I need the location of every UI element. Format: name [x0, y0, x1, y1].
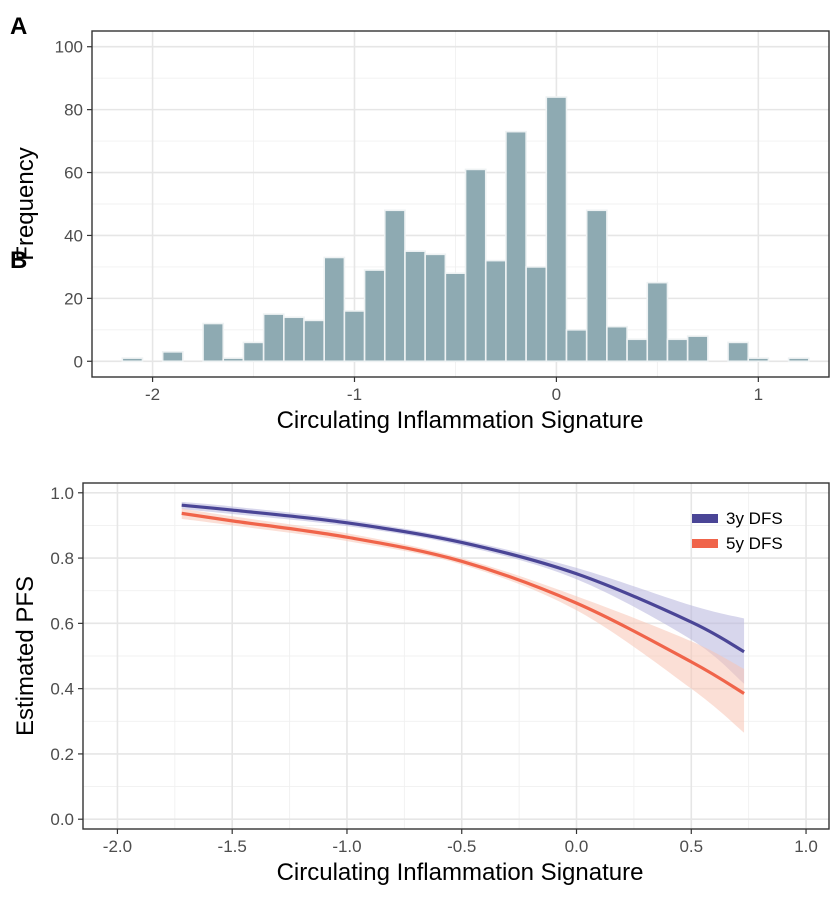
histogram-bar — [585, 209, 608, 363]
panel-a-bars — [121, 96, 810, 363]
x-tick-label: 0.5 — [679, 837, 703, 856]
confidence-band-3y — [181, 501, 745, 684]
panel-b-confidence-bands — [181, 501, 745, 733]
panel-b-x-ticks: -2.0 -1.5 -1.0 -0.5 0.0 0.5 1.0 — [103, 829, 818, 856]
x-tick-label: 0.0 — [565, 837, 589, 856]
histogram-bar — [626, 338, 649, 363]
x-tick-label: -1.0 — [332, 837, 361, 856]
histogram-bar — [363, 269, 386, 363]
y-tick-label: 0.8 — [50, 549, 74, 568]
x-tick-label: -1 — [347, 385, 362, 404]
series-line-5y-dfs — [181, 511, 745, 695]
panel-b-y-ticks: 0.0 0.2 0.4 0.6 0.8 1.0 — [50, 484, 83, 829]
x-tick-label: -2 — [145, 385, 160, 404]
histogram-bar — [262, 313, 285, 363]
legend-key-5y-dfs — [692, 539, 718, 548]
histogram-bar — [727, 341, 750, 363]
series-line-3y-dfs — [181, 503, 745, 654]
histogram-bar — [545, 96, 568, 363]
histogram-bar — [505, 130, 527, 363]
histogram-bar — [242, 341, 265, 363]
y-tick-label: 0.4 — [50, 680, 74, 699]
y-tick-label: 20 — [64, 289, 83, 308]
y-tick-label: 40 — [64, 226, 83, 245]
histogram-bar — [525, 266, 548, 363]
panel-a-x-ticks: -2 -1 0 1 — [145, 377, 763, 404]
x-tick-label: 1.0 — [794, 837, 818, 856]
histogram-bar — [303, 319, 326, 363]
panel-b-lines — [181, 503, 745, 695]
legend-label: 5y DFS — [726, 534, 783, 553]
panel-b-tag: B — [10, 247, 27, 274]
panel-b-border — [82, 482, 830, 830]
y-tick-label: 80 — [64, 101, 83, 120]
x-tick-label: 1 — [754, 385, 763, 404]
panel-b-legend: 3y DFS 5y DFS — [692, 509, 783, 553]
histogram-bar — [464, 168, 487, 363]
y-tick-label: 0.0 — [50, 810, 74, 829]
panel-b-survival-curves: B -2.0 -1.5 -1.0 -0.5 0.0 0.5 1.0 0.0 0.2 0.4 0.6… — [10, 247, 830, 886]
histogram-bar — [444, 272, 467, 363]
panel-b-x-axis-title: Circulating Inflammation Signature — [277, 859, 644, 886]
histogram-bar — [484, 259, 507, 363]
histogram-bar — [747, 357, 770, 363]
panel-a-tag: A — [10, 13, 27, 40]
histogram-bar — [787, 357, 810, 363]
histogram-bar — [424, 253, 447, 363]
y-tick-label: 100 — [55, 38, 83, 57]
histogram-bar — [222, 357, 245, 363]
x-tick-label: -2.0 — [103, 837, 132, 856]
legend-key-3y-dfs — [692, 514, 718, 523]
panel-a-gridlines — [92, 31, 829, 377]
panel-a-y-ticks: 0 20 40 60 80 100 — [55, 38, 92, 371]
y-tick-label: 0 — [74, 352, 83, 371]
histogram-bar — [323, 256, 346, 363]
y-tick-label: 0.6 — [50, 614, 74, 633]
x-tick-label: 0 — [552, 385, 561, 404]
panel-b-y-axis-title: Estimated PFS — [12, 576, 39, 736]
histogram-bar — [383, 209, 406, 363]
histogram-bar — [283, 316, 305, 363]
histogram-bar — [121, 357, 144, 363]
panel-a-x-axis-title: Circulating Inflammation Signature — [277, 407, 644, 434]
histogram-bar — [343, 310, 366, 363]
y-tick-label: 60 — [64, 164, 83, 183]
y-tick-label: 0.2 — [50, 745, 74, 764]
histogram-bar — [565, 329, 588, 363]
histogram-bar — [666, 338, 689, 363]
x-tick-label: -0.5 — [447, 837, 476, 856]
y-tick-label: 1.0 — [50, 484, 74, 503]
confidence-band-5y — [181, 508, 745, 733]
panel-a-border — [91, 30, 830, 378]
histogram-bar — [202, 322, 225, 363]
legend-label: 3y DFS — [726, 509, 783, 528]
histogram-bar — [606, 325, 628, 363]
histogram-bar — [161, 351, 184, 363]
histogram-bar — [646, 281, 669, 363]
histogram-bar — [686, 335, 709, 363]
x-tick-label: -1.5 — [218, 837, 247, 856]
panel-a-y-axis-title: Frequency — [12, 147, 39, 260]
histogram-bar — [404, 250, 426, 363]
